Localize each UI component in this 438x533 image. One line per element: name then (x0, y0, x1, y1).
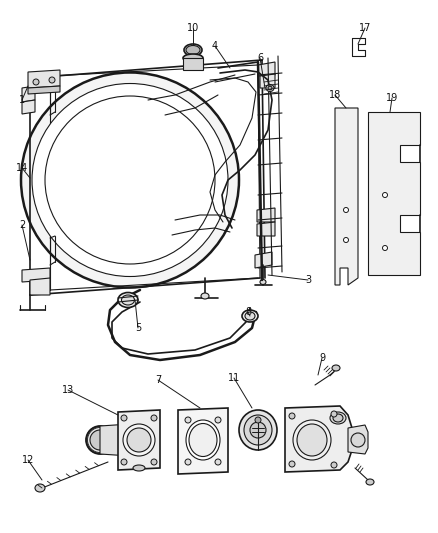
Ellipse shape (343, 207, 349, 213)
Ellipse shape (351, 433, 365, 447)
Polygon shape (258, 62, 275, 76)
Polygon shape (22, 100, 35, 114)
Text: 4: 4 (212, 41, 218, 51)
Polygon shape (257, 208, 275, 222)
Ellipse shape (382, 192, 388, 198)
Text: 8: 8 (245, 307, 251, 317)
Ellipse shape (21, 72, 239, 287)
Ellipse shape (297, 424, 327, 456)
Ellipse shape (242, 310, 258, 322)
Ellipse shape (366, 479, 374, 485)
Ellipse shape (123, 424, 155, 456)
Ellipse shape (121, 415, 127, 421)
Text: 1: 1 (19, 95, 25, 105)
Ellipse shape (215, 459, 221, 465)
Ellipse shape (118, 293, 138, 308)
Polygon shape (257, 222, 275, 236)
Text: 19: 19 (386, 93, 398, 103)
Ellipse shape (244, 415, 272, 445)
Text: 12: 12 (22, 455, 34, 465)
Text: 7: 7 (155, 375, 161, 385)
Text: 13: 13 (62, 385, 74, 395)
Ellipse shape (33, 79, 39, 85)
Ellipse shape (245, 312, 255, 320)
Ellipse shape (184, 44, 202, 56)
Text: 11: 11 (228, 373, 240, 383)
Polygon shape (335, 108, 358, 285)
Text: 6: 6 (257, 53, 263, 63)
Polygon shape (255, 252, 272, 268)
Ellipse shape (49, 77, 55, 83)
Ellipse shape (333, 414, 343, 422)
Ellipse shape (331, 462, 337, 468)
Text: 2: 2 (19, 220, 25, 230)
Polygon shape (178, 408, 228, 474)
Polygon shape (28, 70, 60, 88)
Ellipse shape (293, 420, 331, 460)
Polygon shape (100, 424, 130, 456)
Text: 17: 17 (359, 23, 371, 33)
Text: 18: 18 (329, 90, 341, 100)
Ellipse shape (382, 246, 388, 251)
Ellipse shape (183, 54, 203, 62)
Ellipse shape (201, 293, 209, 299)
Ellipse shape (121, 459, 127, 465)
Polygon shape (285, 406, 352, 472)
Ellipse shape (35, 484, 45, 492)
Polygon shape (22, 268, 50, 282)
Ellipse shape (330, 412, 346, 424)
Ellipse shape (151, 459, 157, 465)
Polygon shape (368, 112, 420, 275)
Text: 14: 14 (16, 163, 28, 173)
Polygon shape (22, 86, 35, 102)
Ellipse shape (127, 428, 151, 452)
Ellipse shape (186, 45, 200, 54)
Ellipse shape (266, 85, 274, 92)
Ellipse shape (260, 279, 266, 285)
Polygon shape (118, 410, 160, 470)
Polygon shape (30, 278, 50, 295)
Ellipse shape (185, 459, 191, 465)
Ellipse shape (189, 424, 217, 456)
Ellipse shape (289, 413, 295, 419)
Ellipse shape (121, 295, 134, 305)
Ellipse shape (133, 465, 145, 471)
Polygon shape (183, 58, 203, 70)
Polygon shape (260, 74, 275, 88)
Text: 10: 10 (187, 23, 199, 33)
Ellipse shape (186, 420, 220, 460)
Ellipse shape (268, 86, 272, 90)
Ellipse shape (32, 84, 228, 277)
Ellipse shape (86, 426, 114, 454)
Text: 9: 9 (319, 353, 325, 363)
Text: 3: 3 (305, 275, 311, 285)
Ellipse shape (90, 430, 110, 450)
Ellipse shape (215, 417, 221, 423)
Ellipse shape (331, 411, 337, 417)
Polygon shape (348, 425, 368, 454)
Ellipse shape (332, 365, 340, 371)
Ellipse shape (185, 417, 191, 423)
Ellipse shape (151, 415, 157, 421)
Ellipse shape (289, 461, 295, 467)
Ellipse shape (250, 422, 266, 438)
Text: 5: 5 (135, 323, 141, 333)
Ellipse shape (255, 417, 261, 423)
Ellipse shape (343, 238, 349, 243)
Polygon shape (28, 86, 60, 94)
Ellipse shape (239, 410, 277, 450)
